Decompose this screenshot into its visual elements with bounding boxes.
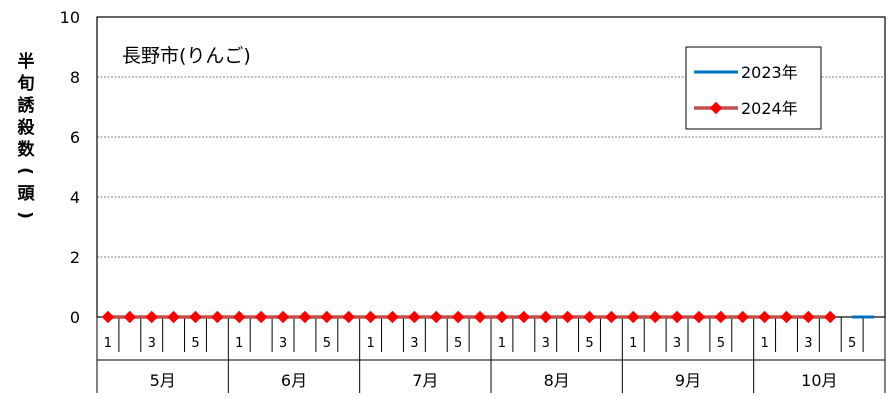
legend-box bbox=[685, 46, 822, 130]
period-label: 3 bbox=[410, 336, 418, 351]
data-point bbox=[211, 310, 224, 324]
y-axis-label-char: 殺 bbox=[17, 117, 36, 138]
period-label: 3 bbox=[542, 336, 550, 351]
legend-entry-2023: 2023年 bbox=[741, 63, 798, 82]
data-point bbox=[824, 310, 837, 324]
y-axis-label-char: 頭 bbox=[18, 184, 36, 204]
data-point bbox=[758, 310, 771, 324]
data-point bbox=[714, 310, 728, 324]
data-point bbox=[386, 310, 399, 324]
data-point bbox=[167, 310, 180, 324]
data-point bbox=[342, 310, 355, 324]
period-label: 5 bbox=[323, 336, 331, 351]
data-point bbox=[780, 310, 793, 324]
month-label: 10月 bbox=[801, 371, 837, 390]
data-point bbox=[605, 310, 618, 324]
data-point bbox=[517, 310, 531, 324]
data-point bbox=[101, 310, 115, 324]
period-label: 1 bbox=[498, 336, 506, 351]
y-axis-label-char: 旬 bbox=[17, 73, 35, 94]
data-point bbox=[473, 310, 487, 324]
data-point bbox=[430, 310, 443, 324]
data-point bbox=[802, 310, 815, 324]
data-point bbox=[451, 310, 465, 324]
data-point bbox=[408, 310, 421, 324]
data-point bbox=[561, 310, 574, 324]
y-axis-label-char: 誘 bbox=[18, 95, 36, 116]
data-point bbox=[495, 310, 509, 324]
period-label: 5 bbox=[717, 336, 725, 351]
period-label: 3 bbox=[148, 336, 156, 351]
period-label: 1 bbox=[366, 336, 374, 351]
month-label: 6月 bbox=[281, 371, 307, 390]
period-label: 5 bbox=[454, 336, 462, 351]
period-label: 3 bbox=[673, 336, 681, 351]
period-label: 1 bbox=[104, 336, 112, 351]
month-label: 8月 bbox=[544, 371, 570, 390]
data-point bbox=[648, 310, 662, 324]
period-label: 5 bbox=[585, 336, 593, 351]
y-tick-label: 8 bbox=[70, 68, 80, 87]
data-point bbox=[123, 310, 137, 324]
data-point bbox=[233, 310, 246, 324]
data-point bbox=[670, 310, 684, 324]
data-point bbox=[736, 310, 749, 324]
data-point bbox=[298, 310, 312, 324]
data-point bbox=[692, 310, 706, 324]
y-axis-label-char: ) bbox=[15, 211, 35, 219]
y-tick-label: 2 bbox=[70, 248, 80, 267]
data-point bbox=[276, 310, 290, 324]
y-tick-label: 6 bbox=[70, 128, 80, 147]
data-point bbox=[189, 310, 202, 324]
period-label: 1 bbox=[235, 336, 243, 351]
data-point bbox=[320, 310, 334, 324]
period-label: 3 bbox=[279, 336, 287, 351]
period-label: 3 bbox=[804, 336, 812, 351]
series-lines bbox=[101, 310, 875, 324]
month-label: 9月 bbox=[675, 371, 701, 390]
y-axis-label-char: ( bbox=[15, 167, 35, 175]
month-label: 7月 bbox=[412, 371, 438, 390]
y-tick-labels: 0 2 4 6 8 10 bbox=[60, 8, 80, 327]
legend-entry-2024: 2024年 bbox=[741, 99, 798, 118]
month-label: 5月 bbox=[150, 371, 176, 390]
x-axis-categories: 1 3 5 1 3 5 1 3 5 1 3 5 1 3 5 1 3 5 5月 6月 7月 8月 9月 10月 bbox=[96, 317, 886, 393]
period-label: 1 bbox=[760, 336, 768, 351]
data-point bbox=[539, 310, 552, 324]
y-tick-label: 10 bbox=[60, 8, 80, 27]
legend-marker-2024 bbox=[709, 101, 723, 115]
y-tick-label: 4 bbox=[70, 188, 80, 207]
chart-title: 長野市(りんご) bbox=[122, 45, 251, 67]
grid-lines bbox=[97, 76, 885, 258]
data-point bbox=[364, 310, 377, 324]
data-point bbox=[145, 310, 158, 324]
legend: 2023年 2024年 bbox=[685, 46, 822, 130]
y-axis-label-char: 半 bbox=[18, 51, 35, 72]
y-axis-label-char: 数 bbox=[18, 139, 36, 160]
y-tick-label: 0 bbox=[70, 308, 80, 327]
data-point bbox=[627, 310, 640, 324]
period-label: 5 bbox=[191, 336, 199, 351]
period-label: 5 bbox=[848, 336, 856, 351]
data-point bbox=[254, 310, 268, 324]
data-point bbox=[583, 310, 596, 324]
period-label: 1 bbox=[629, 336, 637, 351]
